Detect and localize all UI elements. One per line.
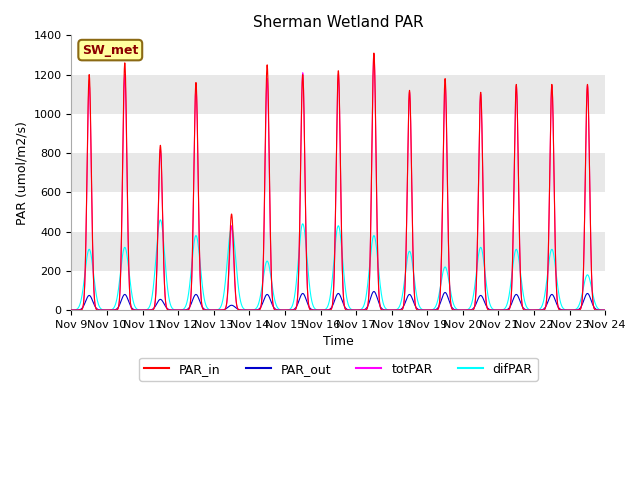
Title: Sherman Wetland PAR: Sherman Wetland PAR (253, 15, 424, 30)
Bar (72, 192, 605, 232)
Y-axis label: PAR (umol/m2/s): PAR (umol/m2/s) (15, 121, 28, 225)
Bar (72, 114, 605, 153)
Text: SW_met: SW_met (82, 44, 138, 57)
Legend: PAR_in, PAR_out, totPAR, difPAR: PAR_in, PAR_out, totPAR, difPAR (139, 358, 538, 381)
Bar (72, 36, 605, 74)
Bar (72, 271, 605, 310)
X-axis label: Time: Time (323, 336, 354, 348)
